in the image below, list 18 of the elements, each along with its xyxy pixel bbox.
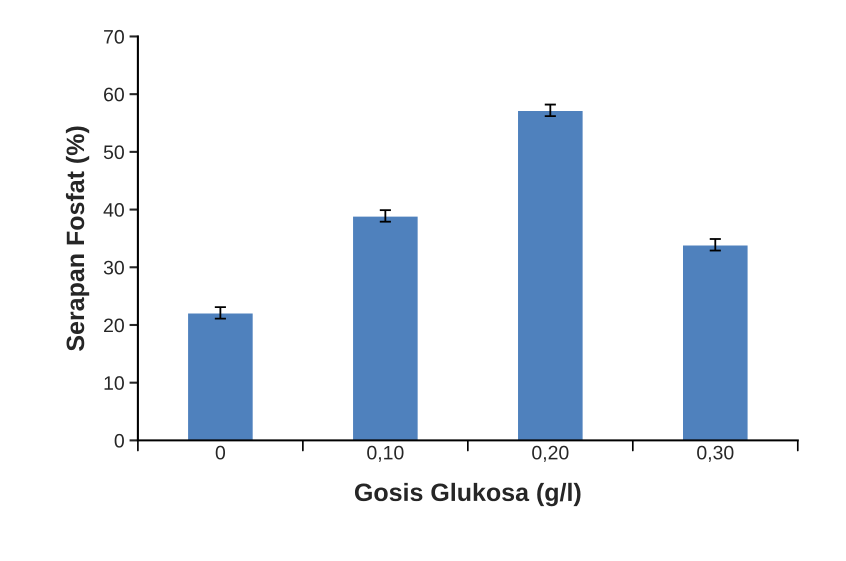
bar <box>352 215 420 440</box>
x-tick-label: 0,30 <box>697 446 734 462</box>
y-tick-label: 30 <box>104 260 124 275</box>
y-tick-label: 50 <box>104 145 124 160</box>
bar <box>516 110 584 440</box>
y-tick-label: 70 <box>104 30 124 44</box>
x-axis-title: Gosis Glukosa (g/l) <box>354 482 581 506</box>
y-tick-label: 60 <box>104 88 124 102</box>
y-tick-label: 10 <box>104 376 124 390</box>
y-tick-label: 0 <box>114 434 124 448</box>
bar <box>186 312 254 440</box>
y-axis-title: Serapan Fosfat (%) <box>66 126 90 351</box>
bar <box>682 244 749 440</box>
x-tick-label: 0 <box>216 446 226 460</box>
x-tick-label: 0,20 <box>532 446 568 462</box>
y-tick-label: 40 <box>104 203 124 217</box>
x-tick-label: 0,10 <box>367 446 404 462</box>
y-tick-label: 20 <box>104 318 124 332</box>
